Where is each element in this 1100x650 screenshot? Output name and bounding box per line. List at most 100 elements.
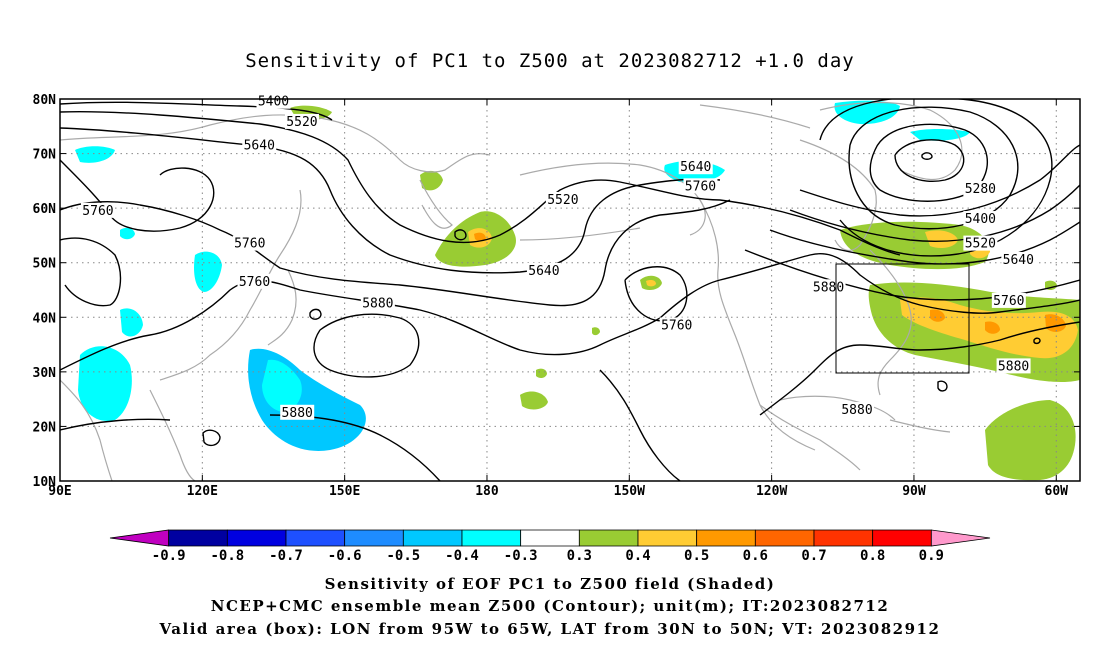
contour-small-loop-1 <box>454 229 467 241</box>
shade-green-siberia <box>420 170 443 191</box>
contour-5520-nw <box>60 111 901 256</box>
contour-5880-sw-edge <box>60 418 171 431</box>
colorbar-swatch <box>285 529 346 547</box>
coastline-east-asia <box>159 189 302 381</box>
contour-label: 5760 <box>685 179 716 194</box>
colorbar-swatch <box>930 529 991 547</box>
coastline-central-america <box>759 404 861 471</box>
coastline-gulf <box>779 395 896 421</box>
shade-green-caribbean <box>985 400 1076 481</box>
contour-label: 5520 <box>286 115 317 130</box>
contour-label: 5520 <box>965 237 996 252</box>
colorbar-label: 0.4 <box>625 548 650 564</box>
shade-green-mexico <box>520 391 548 410</box>
contour-5880-asia-loop <box>313 313 420 378</box>
lon-tick-label: 150E <box>329 484 360 499</box>
coastline-japan <box>267 269 297 346</box>
coastline-us-east <box>869 249 912 396</box>
contour-label: 5400 <box>965 212 996 227</box>
contour-label: 5640 <box>528 264 559 279</box>
contour-label-bg <box>811 279 846 295</box>
shade-orange-kamchatka <box>474 232 486 242</box>
contour-label-bg <box>80 202 115 218</box>
contour-5520-ne <box>789 184 1080 242</box>
contour-5880-gulf <box>759 321 1080 416</box>
lat-tick-label: 60N <box>33 202 57 217</box>
colorbar-label: 0.3 <box>567 548 592 564</box>
contour-5880-na <box>659 253 1080 319</box>
contour-small-loop-2 <box>309 308 322 320</box>
coastline-indochina <box>149 389 196 481</box>
colorbar-swatch <box>402 529 463 547</box>
contour-label-bg <box>683 178 718 194</box>
lon-tick-label: 180 <box>475 484 499 499</box>
colorbar-swatch <box>754 529 815 547</box>
colorbar-label: -0.8 <box>210 548 244 564</box>
colorbar: -0.9 -0.8 -0.7 -0.6 -0.5 -0.4 -0.3 0.3 0.4 0.5 0.6… <box>109 529 991 564</box>
contour-labels: 5400 5520 5640 5760 5760 5760 5880 5880 5520 5640… <box>80 93 1036 421</box>
lat-tick-label: 10N <box>33 475 57 490</box>
contour-label-bg <box>545 191 580 207</box>
contour-small-loop-6 <box>921 152 933 160</box>
contour-label-bg <box>280 404 315 420</box>
contour-label-bg <box>232 235 267 251</box>
shade-cyan-china-2 <box>262 359 302 412</box>
map-title: Sensitivity of PC1 to Z500 at 2023082712… <box>245 50 855 72</box>
contour-label: 5880 <box>841 403 872 418</box>
shade-yellow-pacific <box>646 280 656 287</box>
contour-label-bg <box>256 93 291 109</box>
contour-5760-asia-loop <box>60 237 122 307</box>
contour-label-bg <box>237 273 272 289</box>
shade-cyan-arctic-1 <box>75 146 115 163</box>
contour-label: 5760 <box>82 204 113 219</box>
sensitivity-shading <box>75 100 1080 481</box>
lat-tick-label: 20N <box>33 420 57 435</box>
lon-tick-label: 120W <box>756 484 787 499</box>
contour-label-bg <box>991 292 1026 308</box>
contour-5640-nw <box>60 127 721 274</box>
colorbar-label: 0.9 <box>919 548 944 564</box>
contour-label: 5880 <box>813 280 844 295</box>
contour-low-ring-3 <box>848 106 1019 230</box>
contour-low-ring-1 <box>894 139 965 182</box>
colorbar-label: -0.5 <box>386 548 420 564</box>
contour-label-bg <box>840 402 875 418</box>
contour-label: 5880 <box>998 359 1029 374</box>
contour-label: 5760 <box>661 318 692 333</box>
colorbar-swatch <box>520 529 580 547</box>
contour-label-bg <box>526 262 561 278</box>
colorbar-swatch <box>578 529 639 547</box>
coastline-europe-north <box>699 104 811 129</box>
axis-ticks <box>59 98 1080 482</box>
contour-5760-pacific-low <box>624 266 688 322</box>
coastlines <box>60 101 963 481</box>
contour-label: 5400 <box>258 95 289 110</box>
colorbar-label: 0.7 <box>801 548 826 564</box>
colorbar-label: 0.5 <box>684 548 709 564</box>
colorbar-label: -0.4 <box>445 548 479 564</box>
coastline-india <box>60 379 113 481</box>
shade-green-small-1 <box>536 368 547 379</box>
coastline-hudson <box>799 139 877 252</box>
colorbar-swatch <box>109 529 170 547</box>
plot-frame <box>59 98 1081 482</box>
contour-label: 5760 <box>234 237 265 252</box>
shade-orange-atlantic-3 <box>985 321 1000 334</box>
lat-tick-label: 40N <box>33 311 57 326</box>
colorbar-swatch <box>813 529 874 547</box>
contour-label: 5280 <box>965 182 996 197</box>
contour-5880-pacific-trough <box>599 369 681 481</box>
contour-small-loop-5 <box>1033 337 1041 345</box>
shade-cyan-small-1 <box>120 227 135 240</box>
caption-shading: Sensitivity of EOF PC1 to Z500 field (Sh… <box>324 575 776 593</box>
colorbar-label: 0.6 <box>743 548 768 564</box>
colorbar-label: -0.3 <box>504 548 538 564</box>
lon-tick-label: 60W <box>1045 484 1069 499</box>
contour-label-bg <box>659 317 694 333</box>
contour-5400-nw <box>60 101 333 121</box>
colorbar-label: -0.9 <box>152 548 186 564</box>
contour-5400-ne <box>799 144 1080 217</box>
colorbar-label: -0.7 <box>269 548 303 564</box>
contour-label: 5760 <box>239 275 270 290</box>
